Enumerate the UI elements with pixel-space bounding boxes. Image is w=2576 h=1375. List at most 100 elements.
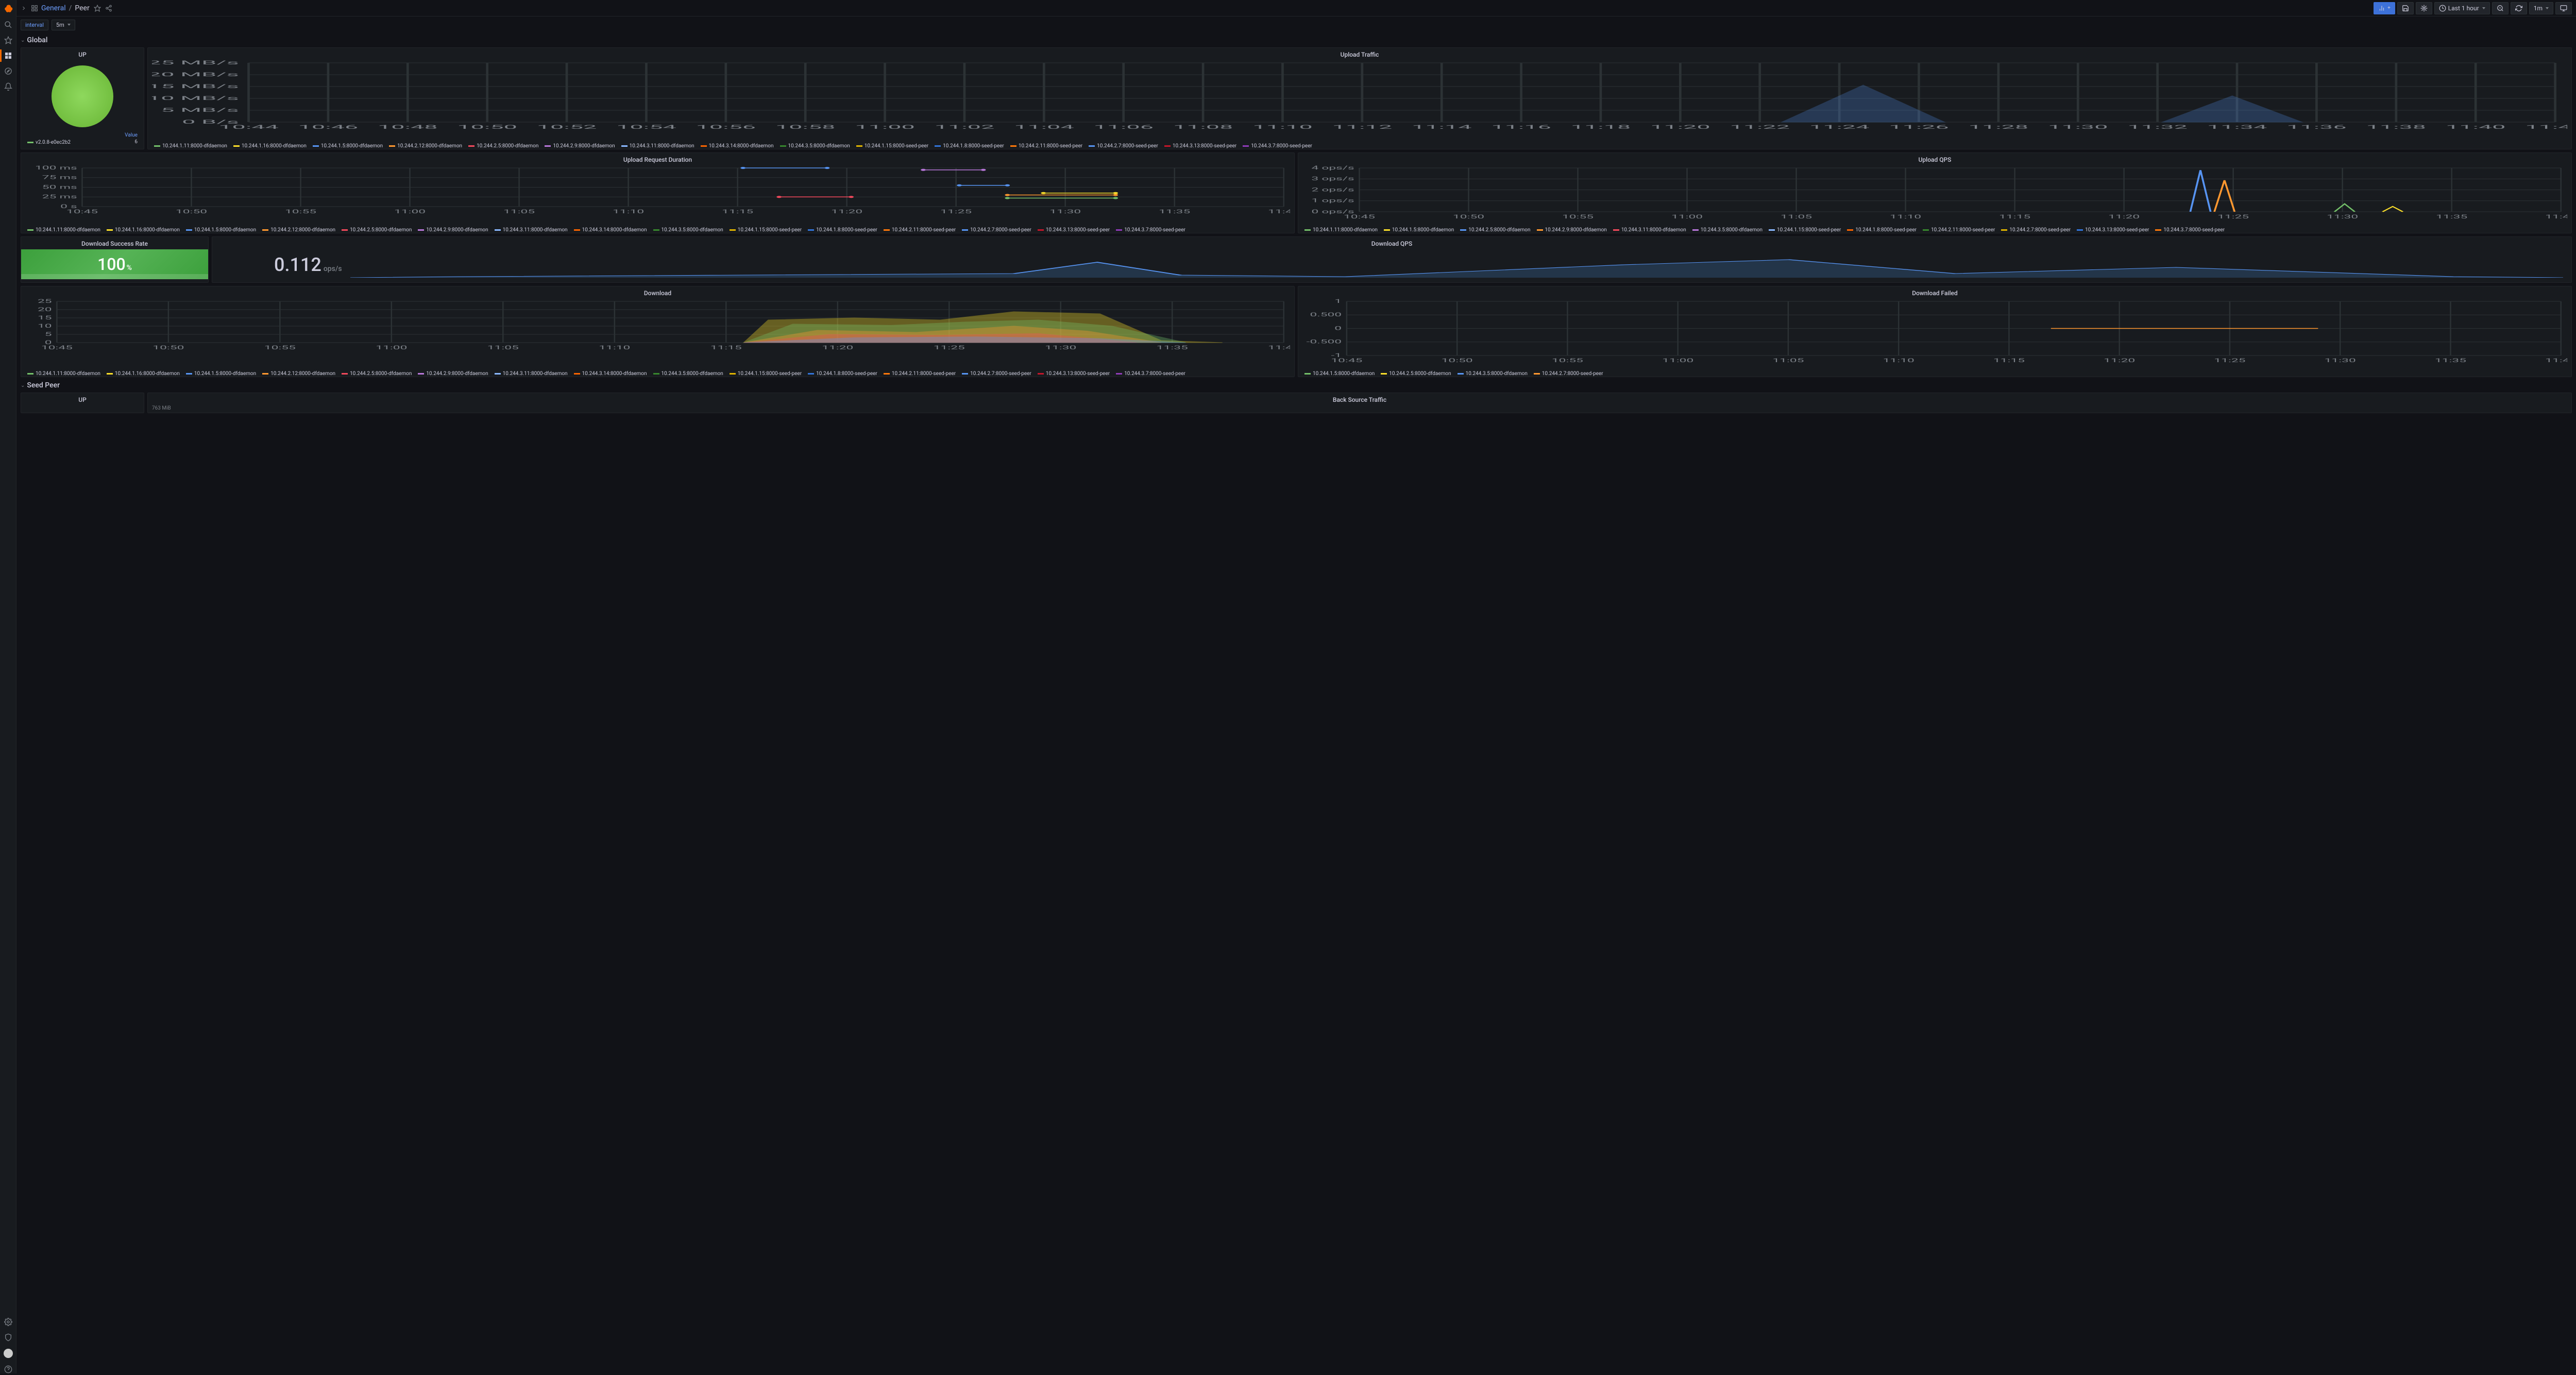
star-button-icon[interactable] <box>94 5 101 12</box>
shield-icon[interactable] <box>4 1333 12 1342</box>
help-icon[interactable] <box>4 1365 12 1373</box>
zoom-out-button[interactable] <box>2492 2 2509 14</box>
legend-item[interactable]: 10.244.2.5:8000-dfdaemon <box>1381 371 1451 377</box>
legend-item[interactable]: 10.244.2.5:8000-dfdaemon <box>468 143 538 149</box>
panel-back-source[interactable]: Back Source Traffic 763 MiB <box>147 393 2572 413</box>
share-icon[interactable] <box>105 5 112 12</box>
panel-download-failed[interactable]: Download Failed 10.5000-0.500-110:4510:5… <box>1298 286 2572 377</box>
legend-item[interactable]: 10.244.1.8:8000-seed-peer <box>1847 227 1917 233</box>
legend-item[interactable]: 10.244.2.12:8000-dfdaemon <box>389 143 462 149</box>
legend-item[interactable]: 10.244.3.11:8000-dfdaemon <box>621 143 694 149</box>
legend-item[interactable]: 10.244.1.15:8000-seed-peer <box>730 371 802 377</box>
legend-item[interactable]: 10.244.1.11:8000-dfdaemon <box>154 143 227 149</box>
legend-item[interactable]: 10.244.3.11:8000-dfdaemon <box>1613 227 1686 233</box>
config-icon[interactable] <box>4 1318 12 1326</box>
legend-item[interactable]: 10.244.2.7:8000-seed-peer <box>2001 227 2071 233</box>
legend-item[interactable]: 10.244.2.5:8000-dfdaemon <box>342 227 412 233</box>
legend-item[interactable]: 10.244.2.9:8000-dfdaemon <box>545 143 615 149</box>
legend-item[interactable]: 10.244.2.11:8000-seed-peer <box>1923 227 1995 233</box>
panel-seed-up[interactable]: UP <box>21 393 144 413</box>
legend-item[interactable]: 10.244.2.12:8000-dfdaemon <box>262 227 335 233</box>
add-panel-button[interactable]: + <box>2374 2 2395 14</box>
panel-download[interactable]: Download 252015105010:4510:5010:5511:001… <box>21 286 1295 377</box>
legend-item[interactable]: 10.244.1.8:8000-seed-peer <box>935 143 1004 149</box>
svg-text:10 MB/s: 10 MB/s <box>152 95 239 101</box>
refresh-button[interactable] <box>2511 2 2527 14</box>
panel-upload-qps[interactable]: Upload QPS 4 ops/s3 ops/s2 ops/s1 ops/s0… <box>1298 152 2572 233</box>
legend-item[interactable]: 10.244.3.5:8000-dfdaemon <box>653 227 723 233</box>
refresh-interval-picker[interactable]: 1m <box>2529 2 2553 14</box>
legend-item[interactable]: 10.244.2.12:8000-dfdaemon <box>262 371 335 377</box>
legend-item[interactable]: 10.244.1.11:8000-dfdaemon <box>27 227 100 233</box>
star-icon[interactable] <box>4 36 12 44</box>
panel-upload-traffic[interactable]: Upload Traffic 25 MB/s20 MB/s15 MB/s10 M… <box>147 47 2572 149</box>
legend-item[interactable]: 10.244.3.13:8000-seed-peer <box>1164 143 1236 149</box>
legend-item[interactable]: 10.244.2.9:8000-dfdaemon <box>418 371 488 377</box>
legend-item[interactable]: 10.244.2.11:8000-seed-peer <box>1010 143 1082 149</box>
interval-variable-label[interactable]: interval <box>21 20 48 30</box>
view-mode-button[interactable] <box>2555 2 2572 14</box>
panel-up[interactable]: UP v2.0.8-e0ec2b2 <box>21 47 144 149</box>
legend-item[interactable]: 10.244.1.16:8000-dfdaemon <box>107 227 180 233</box>
legend-item[interactable]: 10.244.3.7:8000-seed-peer <box>1116 371 1185 377</box>
legend-item[interactable]: 10.244.2.11:8000-seed-peer <box>884 371 956 377</box>
explore-icon[interactable] <box>4 67 12 75</box>
legend-item[interactable]: 10.244.3.5:8000-dfdaemon <box>1692 227 1762 233</box>
expand-sidebar-icon[interactable] <box>21 5 27 11</box>
legend-item[interactable]: 10.244.3.11:8000-dfdaemon <box>495 227 568 233</box>
panel-upload-duration[interactable]: Upload Request Duration 100 ms75 ms50 ms… <box>21 152 1295 233</box>
legend-item[interactable]: 10.244.3.11:8000-dfdaemon <box>495 371 568 377</box>
legend-item[interactable]: 10.244.1.5:8000-dfdaemon <box>313 143 383 149</box>
legend-item[interactable]: 10.244.3.7:8000-seed-peer <box>1243 143 1312 149</box>
dashboard-grid-icon[interactable] <box>31 5 38 12</box>
legend-item[interactable]: 10.244.1.5:8000-dfdaemon <box>1384 227 1454 233</box>
legend-item[interactable]: 10.244.1.15:8000-seed-peer <box>856 143 928 149</box>
legend-item[interactable]: 10.244.2.5:8000-dfdaemon <box>1460 227 1530 233</box>
legend-item[interactable]: 10.244.1.11:8000-dfdaemon <box>1304 227 1378 233</box>
legend-item[interactable]: 10.244.3.5:8000-dfdaemon <box>1458 371 1528 377</box>
legend-item[interactable]: 10.244.1.16:8000-dfdaemon <box>107 371 180 377</box>
panel-download-qps[interactable]: Download QPS 0.112ops/s <box>212 236 2572 283</box>
legend-item[interactable]: 10.244.1.5:8000-dfdaemon <box>186 371 256 377</box>
legend-item[interactable]: 10.244.3.14:8000-dfdaemon <box>574 227 647 233</box>
legend-item[interactable]: 10.244.1.15:8000-seed-peer <box>1769 227 1841 233</box>
time-range-picker[interactable]: Last 1 hour <box>2434 2 2490 14</box>
dashboards-icon[interactable] <box>4 52 12 60</box>
save-button[interactable] <box>2397 2 2414 14</box>
legend-item[interactable]: 10.244.1.8:8000-seed-peer <box>808 227 877 233</box>
legend-item[interactable]: 10.244.1.5:8000-dfdaemon <box>1304 371 1375 377</box>
svg-text:11:20: 11:20 <box>831 209 862 214</box>
legend-item[interactable]: 10.244.3.13:8000-seed-peer <box>2077 227 2149 233</box>
legend-item[interactable]: 10.244.3.5:8000-dfdaemon <box>780 143 850 149</box>
legend-item[interactable]: 10.244.2.7:8000-seed-peer <box>1089 143 1158 149</box>
legend-item[interactable]: 10.244.1.11:8000-dfdaemon <box>27 371 100 377</box>
legend-item[interactable]: 10.244.1.15:8000-seed-peer <box>730 227 802 233</box>
alerting-icon[interactable] <box>4 82 12 91</box>
legend-item[interactable]: 10.244.2.9:8000-dfdaemon <box>1537 227 1607 233</box>
settings-button[interactable] <box>2416 2 2432 14</box>
legend-item[interactable]: 10.244.1.5:8000-dfdaemon <box>186 227 256 233</box>
legend-item[interactable]: 10.244.2.9:8000-dfdaemon <box>418 227 488 233</box>
legend-item[interactable]: 10.244.3.14:8000-dfdaemon <box>701 143 774 149</box>
search-icon[interactable] <box>4 21 12 29</box>
legend-item[interactable]: 10.244.2.5:8000-dfdaemon <box>342 371 412 377</box>
panel-download-success[interactable]: Download Success Rate 100% <box>21 236 209 283</box>
legend-item[interactable]: 10.244.2.7:8000-seed-peer <box>962 227 1031 233</box>
legend-item[interactable]: 10.244.3.13:8000-seed-peer <box>1038 227 1110 233</box>
legend-item[interactable]: 10.244.2.7:8000-seed-peer <box>962 371 1031 377</box>
legend-item[interactable]: 10.244.3.14:8000-dfdaemon <box>574 371 647 377</box>
breadcrumb-folder[interactable]: General <box>41 4 66 12</box>
legend-item[interactable]: 10.244.3.7:8000-seed-peer <box>2155 227 2225 233</box>
legend-item[interactable]: 10.244.3.5:8000-dfdaemon <box>653 371 723 377</box>
user-avatar[interactable] <box>4 1349 13 1358</box>
legend-item[interactable]: 10.244.2.7:8000-seed-peer <box>1534 371 1603 377</box>
section-seed-peer[interactable]: ⌄ Seed Peer <box>21 380 2572 393</box>
legend-item[interactable]: 10.244.1.16:8000-dfdaemon <box>233 143 307 149</box>
legend-item[interactable]: 10.244.3.7:8000-seed-peer <box>1116 227 1185 233</box>
grafana-logo-icon[interactable] <box>4 4 13 13</box>
legend-item[interactable]: 10.244.3.13:8000-seed-peer <box>1038 371 1110 377</box>
interval-variable-value[interactable]: 5m <box>52 20 75 30</box>
legend-item[interactable]: 10.244.1.8:8000-seed-peer <box>808 371 877 377</box>
legend-item[interactable]: 10.244.2.11:8000-seed-peer <box>884 227 956 233</box>
section-global[interactable]: ⌄ Global <box>21 35 2572 47</box>
